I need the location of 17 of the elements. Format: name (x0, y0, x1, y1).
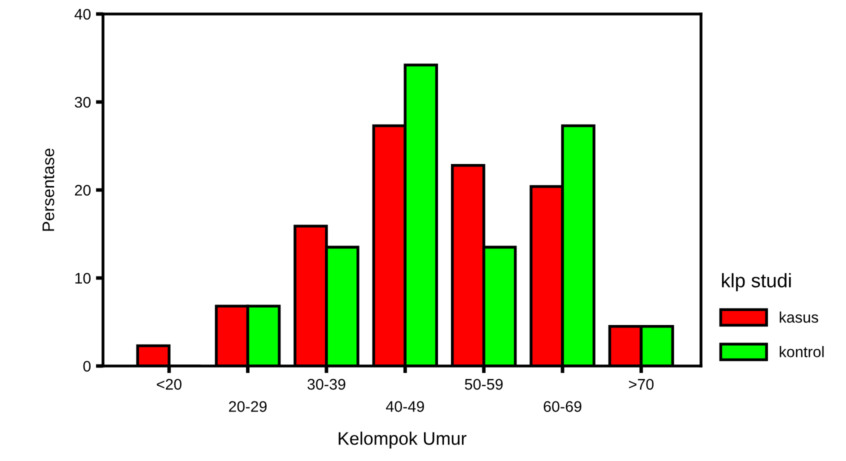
y-tick-label: 10 (75, 272, 91, 284)
x-tick-label: >70 (628, 378, 654, 390)
x-tick-label: 40-49 (386, 401, 424, 412)
x-tick-label: 30-39 (308, 378, 346, 390)
x-tick-label: <20 (156, 378, 182, 390)
legend-title: klp studi (722, 273, 791, 292)
x-tick-label: 20-29 (229, 401, 267, 412)
y-axis-title: Persentase (42, 148, 54, 231)
legend-label: kontrol (780, 346, 824, 358)
x-axis-title: Kelompok Umur (338, 432, 466, 448)
y-tick-label: 20 (74, 184, 91, 196)
y-tick-label: 40 (74, 8, 91, 20)
x-tick-label: 60-69 (544, 401, 582, 412)
y-tick-label: 30 (74, 96, 91, 108)
y-tick-label: 0 (83, 360, 91, 372)
legend-label: kasus (780, 312, 818, 323)
x-tick-label: 50-59 (464, 378, 503, 390)
